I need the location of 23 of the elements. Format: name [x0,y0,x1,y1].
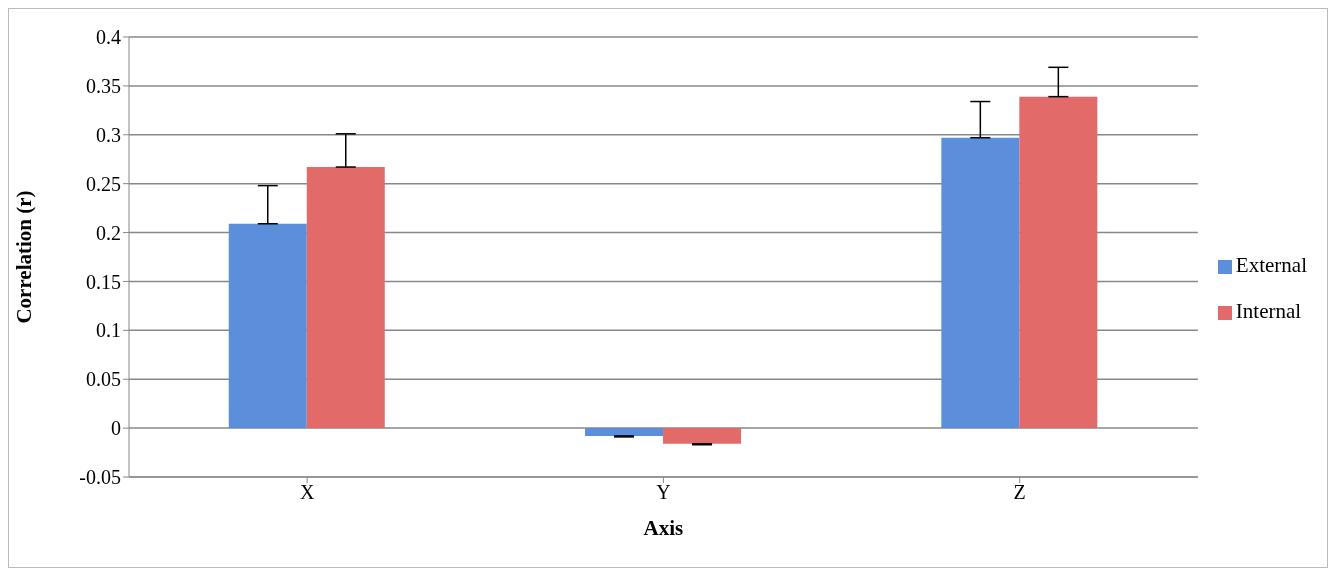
legend-label: External [1235,253,1307,277]
y-tick-label: 0.15 [86,270,121,293]
y-tick-label: 0.1 [96,319,121,342]
bar [941,137,1020,429]
y-axis-title: Correlation (r) [12,190,37,324]
x-tick-label: Y [656,481,671,504]
bar [228,223,307,429]
legend-label: Internal [1235,299,1302,323]
y-tick-label: 0.25 [86,172,121,195]
y-tick-label: 0.3 [96,123,121,146]
y-tick-label: 0 [111,417,121,440]
bar [306,167,385,429]
bar [663,428,742,444]
x-axis-title: Axis [643,516,684,540]
y-tick-label: -0.05 [79,466,121,489]
y-tick-label: 0.2 [96,221,121,244]
bar [585,428,664,436]
bar [1019,96,1098,429]
x-tick-label: Z [1013,481,1026,504]
x-tick-label: X [299,481,315,504]
y-tick-label: 0.4 [96,26,121,49]
y-tick-label: 0.05 [86,368,121,391]
y-tick-label: 0.35 [86,74,121,97]
